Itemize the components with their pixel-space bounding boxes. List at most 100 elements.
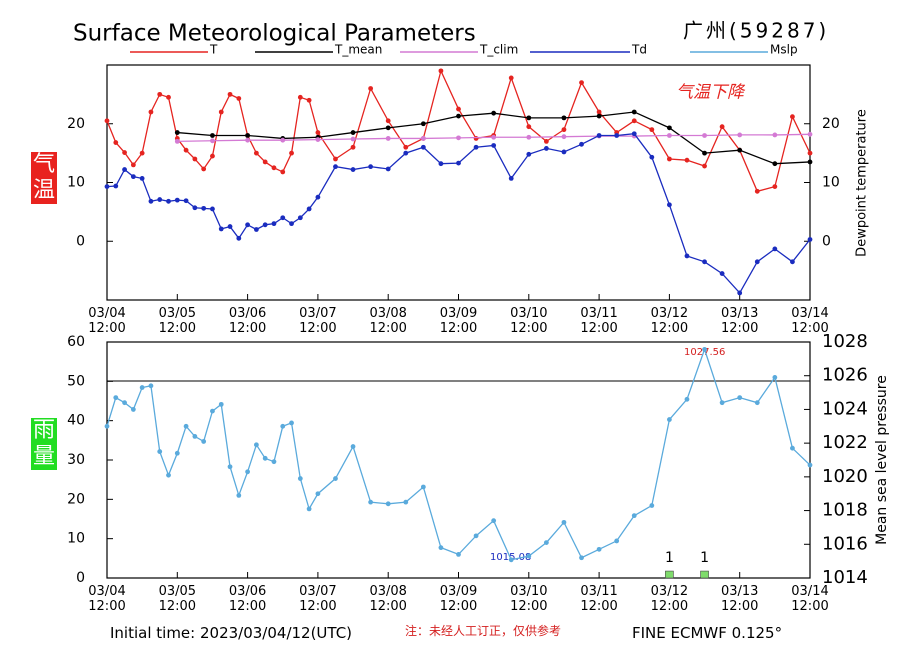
y2-tick-label: 1022 bbox=[822, 432, 868, 453]
x-tick-label: 03/13 12:00 bbox=[720, 306, 759, 336]
series-marker bbox=[122, 400, 127, 406]
series-marker bbox=[403, 144, 409, 150]
y2-tick-label: 0 bbox=[822, 233, 831, 249]
x-tick-label: 03/05 12:00 bbox=[158, 306, 197, 336]
y-tick-label: 20 bbox=[67, 116, 85, 132]
series-marker bbox=[754, 400, 760, 406]
series-marker bbox=[667, 125, 672, 131]
series-marker bbox=[297, 476, 303, 481]
x-tick-label: 03/06 12:00 bbox=[228, 306, 267, 336]
series-marker bbox=[526, 134, 532, 140]
series-marker bbox=[236, 235, 242, 241]
series-marker bbox=[236, 493, 242, 498]
series-marker bbox=[702, 259, 707, 265]
footer-note: 注：未经人工订正，仅供参考 bbox=[405, 624, 562, 638]
station-title: 广州(59287) bbox=[683, 19, 829, 43]
series-marker bbox=[667, 417, 672, 422]
precip-bar bbox=[665, 570, 674, 579]
bar-label: 1 bbox=[700, 550, 709, 566]
y-axis-label-box: 气温 bbox=[31, 152, 57, 204]
x-tick-label: 03/10 12:00 bbox=[510, 306, 548, 336]
series-marker bbox=[271, 459, 277, 465]
series-marker bbox=[543, 146, 549, 151]
series-marker bbox=[113, 395, 119, 401]
annotation: 气温下降 bbox=[676, 83, 746, 103]
series-marker bbox=[596, 113, 602, 119]
plot-frame bbox=[106, 341, 811, 579]
series-marker bbox=[174, 450, 180, 456]
precip-bar bbox=[700, 570, 709, 579]
x-tick-label: 03/09 12:00 bbox=[439, 306, 478, 336]
series-marker bbox=[210, 138, 215, 144]
series-marker bbox=[526, 553, 532, 559]
series-marker bbox=[253, 442, 259, 448]
footer-initial-time: Initial time: 2023/03/04/12(UTC) bbox=[110, 624, 353, 642]
chart-title: Surface Meteorological Parameters bbox=[73, 21, 476, 47]
series-marker bbox=[166, 94, 171, 100]
y-tick-label: 0 bbox=[76, 233, 85, 249]
series-marker bbox=[667, 133, 672, 138]
y-tick-label: 10 bbox=[67, 175, 85, 191]
series-marker bbox=[183, 198, 189, 204]
series-marker bbox=[350, 167, 356, 172]
series-marker bbox=[754, 259, 760, 265]
series-marker bbox=[649, 503, 655, 508]
series-marker bbox=[280, 137, 286, 143]
series-marker bbox=[631, 131, 637, 137]
x-tick-label: 03/14 12:00 bbox=[791, 306, 829, 336]
legend-label: T_mean bbox=[334, 43, 382, 57]
series-marker bbox=[368, 86, 374, 91]
series-marker bbox=[420, 121, 426, 127]
series-marker bbox=[579, 80, 584, 86]
y2-tick-label: 20 bbox=[822, 116, 840, 132]
series-marker bbox=[473, 144, 479, 150]
series-marker bbox=[772, 246, 778, 252]
series-marker bbox=[737, 395, 743, 401]
series-marker bbox=[508, 175, 514, 181]
series-marker bbox=[473, 533, 479, 539]
series-marker bbox=[245, 133, 251, 138]
series-marker bbox=[456, 160, 461, 166]
y-tick-label: 60 bbox=[67, 334, 85, 350]
series-marker bbox=[385, 136, 391, 141]
series-marker bbox=[315, 130, 321, 135]
series-marker bbox=[245, 222, 251, 228]
series-marker bbox=[456, 135, 461, 141]
x-tick-label: 03/12 12:00 bbox=[650, 584, 689, 614]
series-marker bbox=[807, 237, 813, 242]
series-marker bbox=[772, 161, 778, 167]
y-tick-label: 20 bbox=[67, 491, 85, 507]
series-marker bbox=[807, 131, 813, 137]
series-marker bbox=[438, 545, 444, 551]
y-axis-label-box: 雨量 bbox=[31, 418, 57, 470]
series-marker bbox=[253, 150, 259, 156]
series-marker bbox=[614, 538, 620, 544]
series-marker bbox=[333, 164, 338, 170]
series-marker bbox=[130, 407, 136, 412]
series-marker bbox=[807, 462, 813, 468]
series-marker bbox=[148, 198, 154, 204]
series-marker bbox=[719, 271, 725, 276]
series-marker bbox=[104, 184, 110, 190]
y-tick-label: 30 bbox=[67, 452, 85, 468]
series-marker bbox=[491, 110, 497, 116]
series-marker bbox=[227, 91, 233, 97]
series-marker bbox=[148, 383, 154, 389]
series-marker bbox=[280, 215, 286, 221]
series-marker bbox=[210, 133, 215, 138]
series-marker bbox=[271, 165, 277, 171]
series-marker bbox=[420, 484, 426, 490]
series-marker bbox=[201, 166, 207, 172]
series-marker bbox=[104, 423, 110, 429]
series-marker bbox=[790, 114, 795, 120]
legend-label: Mslp bbox=[770, 43, 798, 57]
series-marker bbox=[737, 290, 743, 296]
y-tick-label: 40 bbox=[67, 413, 85, 429]
series-marker bbox=[684, 157, 690, 163]
series-marker bbox=[456, 552, 461, 557]
series-marker bbox=[754, 188, 760, 194]
series-marker bbox=[596, 546, 602, 552]
series-marker bbox=[403, 150, 409, 156]
series-marker bbox=[201, 205, 207, 211]
